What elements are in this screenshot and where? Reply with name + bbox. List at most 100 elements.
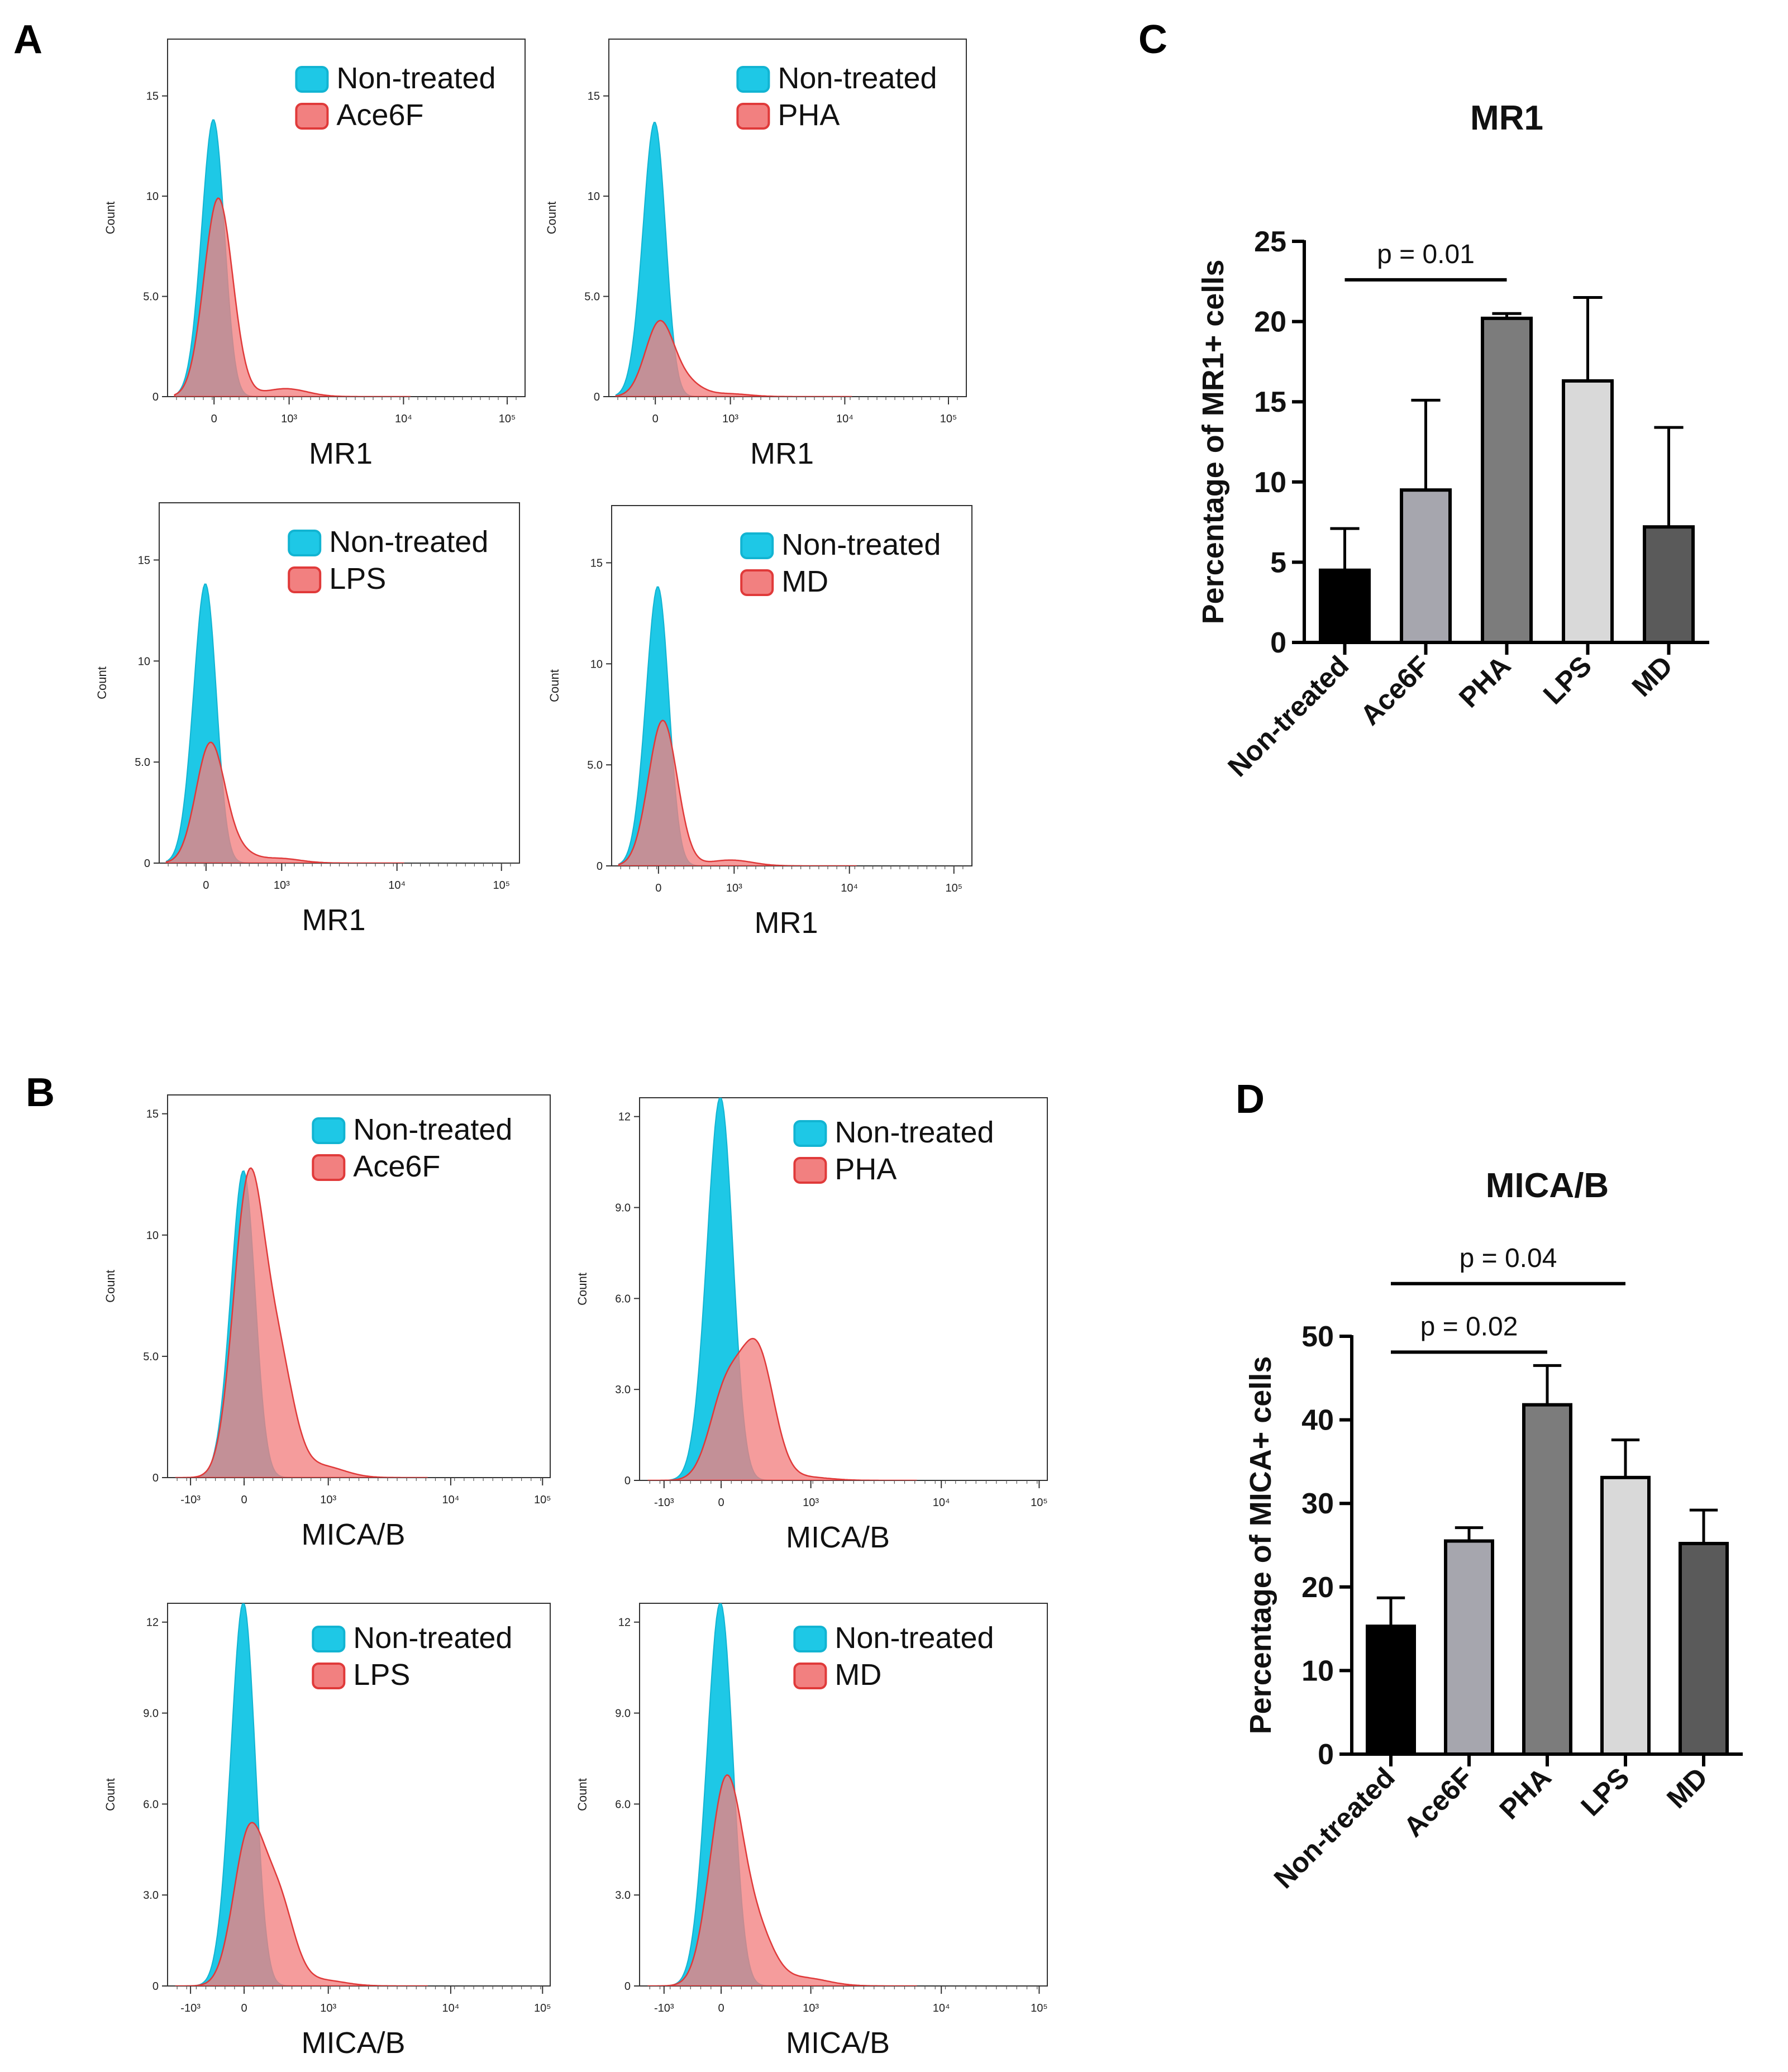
chart-title: MR1 xyxy=(1470,99,1543,137)
legend-swatch-control xyxy=(312,1117,346,1144)
significance-label: p = 0.02 xyxy=(1420,1312,1518,1341)
bar-non-treated xyxy=(1366,1625,1416,1756)
chart-title: MICA/B xyxy=(1486,1166,1609,1205)
legend-label-control: Non-treated xyxy=(353,1113,512,1146)
x-tick-label: 10⁵ xyxy=(493,879,510,892)
x-tick-label: 0 xyxy=(718,2002,724,2014)
x-tick-label: Non-treated xyxy=(1268,1761,1401,1894)
x-tick-label: 10⁴ xyxy=(388,879,406,892)
y-axis-label: Count xyxy=(95,666,109,699)
x-tick-label: 0 xyxy=(211,413,217,425)
x-tick-label: 0 xyxy=(652,413,659,425)
panel-letter-b: B xyxy=(26,1070,55,1115)
y-tick-label: 12 xyxy=(618,1617,631,1629)
bar-lps xyxy=(1600,1475,1651,1756)
x-tick-label: 10⁴ xyxy=(933,1497,950,1509)
y-tick-label: 0 xyxy=(624,1475,631,1487)
y-axis-label: Count xyxy=(575,1273,589,1306)
y-axis-label: Count xyxy=(545,202,559,235)
y-tick-label: 15 xyxy=(146,1108,159,1121)
y-tick-label: 0 xyxy=(144,858,150,870)
bar-ace6f xyxy=(1444,1539,1494,1756)
legend-label-control: Non-treated xyxy=(336,61,495,95)
legend-label-treated: PHA xyxy=(835,1152,897,1186)
legend-label-treated: Ace6F xyxy=(353,1150,440,1183)
legend-label-treated: Ace6F xyxy=(336,98,423,132)
x-axis-label: MR1 xyxy=(309,437,373,470)
treated-distribution xyxy=(165,741,404,863)
histogram-panel-0: 0 5.0 10 15 Count 0 10³ 10⁴ 10⁵ MR1 Non-treatedAce… xyxy=(103,39,526,470)
x-tick-label: 10⁴ xyxy=(395,413,412,425)
x-tick-label: 10³ xyxy=(281,413,297,425)
x-tick-label: 10⁵ xyxy=(940,413,957,425)
x-tick-label: 10⁵ xyxy=(945,882,962,894)
y-axis-label: Percentage of MR1+ cells xyxy=(1196,260,1230,625)
y-tick-label: 6.0 xyxy=(615,1798,631,1811)
y-tick-label: 0 xyxy=(594,391,600,403)
bar-chart-panels: MR1 0 5 10 15 20 25 Percentage of MR1+ cells Non… xyxy=(1196,99,1743,1894)
x-tick-label: 10⁵ xyxy=(1031,1497,1048,1509)
y-axis-label: Count xyxy=(547,669,561,702)
legend-label-control: Non-treated xyxy=(781,528,941,561)
y-tick-label: 5.0 xyxy=(143,291,159,303)
x-axis-label: MICA/B xyxy=(301,1518,405,1551)
histogram-curves xyxy=(647,1603,917,1986)
x-axis-label: MICA/B xyxy=(786,2026,890,2060)
legend-label-treated: PHA xyxy=(778,98,840,132)
x-tick-label: 10⁵ xyxy=(499,413,516,425)
bar-md xyxy=(1643,525,1695,644)
x-tick-label: 10³ xyxy=(803,2002,819,2014)
x-tick-label: -10³ xyxy=(654,2002,674,2014)
x-tick-label: PHA xyxy=(1494,1761,1557,1825)
y-axis-label: Count xyxy=(575,1778,589,1811)
x-tick-label: 10⁴ xyxy=(442,1494,459,1506)
y-axis-label: Count xyxy=(103,1270,117,1303)
y-tick-label: 0 xyxy=(1270,627,1286,659)
y-tick-label: 5.0 xyxy=(584,291,600,303)
legend-label-treated: LPS xyxy=(329,562,386,596)
x-tick-label: MD xyxy=(1626,650,1679,703)
y-tick-label: 50 xyxy=(1301,1321,1334,1353)
legend-label-treated: MD xyxy=(781,565,828,598)
legend-swatch-control xyxy=(288,530,322,556)
legend-swatch-treated xyxy=(740,569,774,596)
treated-distribution xyxy=(174,197,411,397)
y-tick-label: 30 xyxy=(1301,1488,1334,1520)
y-tick-label: 12 xyxy=(146,1617,159,1629)
legend-swatch-control xyxy=(793,1626,827,1652)
y-tick-label: 40 xyxy=(1301,1404,1334,1437)
legend-label-treated: LPS xyxy=(353,1658,410,1692)
y-tick-label: 12 xyxy=(618,1111,631,1123)
bar-non-treated xyxy=(1319,568,1371,645)
histogram-panel-4: 0 5.0 10 15 Count -10³ 0 10³ 10⁴ 10⁵ MICA/B Non-tre… xyxy=(103,1094,551,1551)
legend-swatch-treated xyxy=(312,1154,346,1181)
legend-swatch-treated xyxy=(793,1157,827,1184)
y-tick-label: 0 xyxy=(152,1980,159,1993)
panel-letter-a: A xyxy=(13,17,42,62)
legend-swatch-control xyxy=(793,1120,827,1147)
bar-pha xyxy=(1522,1403,1572,1756)
y-tick-label: 5.0 xyxy=(587,759,603,771)
y-tick-label: 0 xyxy=(152,1472,159,1484)
x-tick-label: 0 xyxy=(241,1494,247,1506)
y-tick-label: 3.0 xyxy=(143,1889,159,1902)
x-axis-label: MR1 xyxy=(750,437,814,470)
x-tick-label: 10⁴ xyxy=(841,882,858,894)
y-tick-label: 6.0 xyxy=(143,1798,159,1811)
y-tick-label: 6.0 xyxy=(615,1293,631,1305)
treated-distribution xyxy=(618,720,857,866)
bar-ace6f xyxy=(1400,488,1452,644)
legend-label-control: Non-treated xyxy=(329,525,488,559)
x-tick-label: -10³ xyxy=(180,1494,201,1506)
x-axis-label: MICA/B xyxy=(301,2026,405,2060)
panel-letter-d: D xyxy=(1236,1077,1265,1122)
y-tick-label: 10 xyxy=(588,190,600,203)
legend-swatch-treated xyxy=(312,1663,346,1689)
legend-label-treated: MD xyxy=(835,1658,881,1692)
treated-distribution xyxy=(647,1774,917,1986)
legend-swatch-treated xyxy=(295,103,329,130)
treated-distribution xyxy=(175,1822,428,1986)
legend-swatch-control xyxy=(312,1626,346,1652)
